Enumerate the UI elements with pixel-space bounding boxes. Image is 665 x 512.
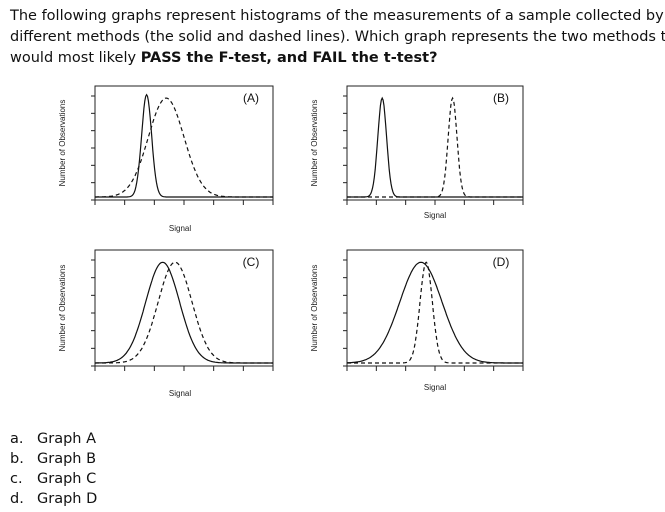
solid-curve	[95, 93, 273, 198]
graph: Number of Observations Signal (D)	[310, 249, 524, 392]
option-text: Graph B	[37, 451, 96, 467]
option-letter: d.	[10, 491, 24, 507]
question-line: different methods (the solid and dashed …	[10, 29, 665, 45]
x-axis-label: Signal	[424, 211, 446, 220]
option-letter: c.	[10, 471, 23, 487]
dashed-curve	[347, 261, 523, 364]
y-axis-label: Number of Observations	[310, 265, 319, 352]
graph: Number of Observations Signal (A)	[58, 85, 274, 233]
option-letter: a.	[10, 431, 24, 447]
option-text: Graph D	[37, 491, 97, 507]
x-axis-label: Signal	[424, 383, 446, 392]
question-line: The following graphs represent histogram…	[9, 8, 665, 24]
x-axis-label: Signal	[169, 224, 191, 233]
solid-curve	[95, 261, 273, 364]
solid-curve	[347, 96, 523, 198]
graph: Number of Observations Signal (B)	[310, 85, 524, 220]
graph-label: (D)	[493, 255, 510, 269]
graph-label: (A)	[243, 91, 259, 105]
y-axis-label: Number of Observations	[310, 100, 319, 187]
x-axis-label: Signal	[169, 389, 191, 398]
option-text: Graph C	[37, 471, 96, 487]
dashed-curve	[347, 96, 523, 198]
dashed-curve	[95, 261, 273, 364]
option-text: Graph A	[37, 431, 96, 447]
solid-curve	[346, 261, 523, 364]
question-text: would most likely	[10, 50, 141, 66]
question-line: would most likely PASS the F-test, and F…	[10, 50, 438, 66]
graph-label: (C)	[243, 255, 260, 269]
graph-label: (B)	[493, 91, 509, 105]
option-letter: b.	[10, 451, 24, 467]
y-axis-label: Number of Observations	[58, 100, 67, 187]
y-axis-label: Number of Observations	[58, 265, 67, 352]
dashed-curve	[95, 97, 273, 198]
graph: Number of Observations Signal (C)	[58, 249, 274, 398]
question-emphasis: PASS the F-test, and FAIL the t-test?	[141, 50, 438, 66]
